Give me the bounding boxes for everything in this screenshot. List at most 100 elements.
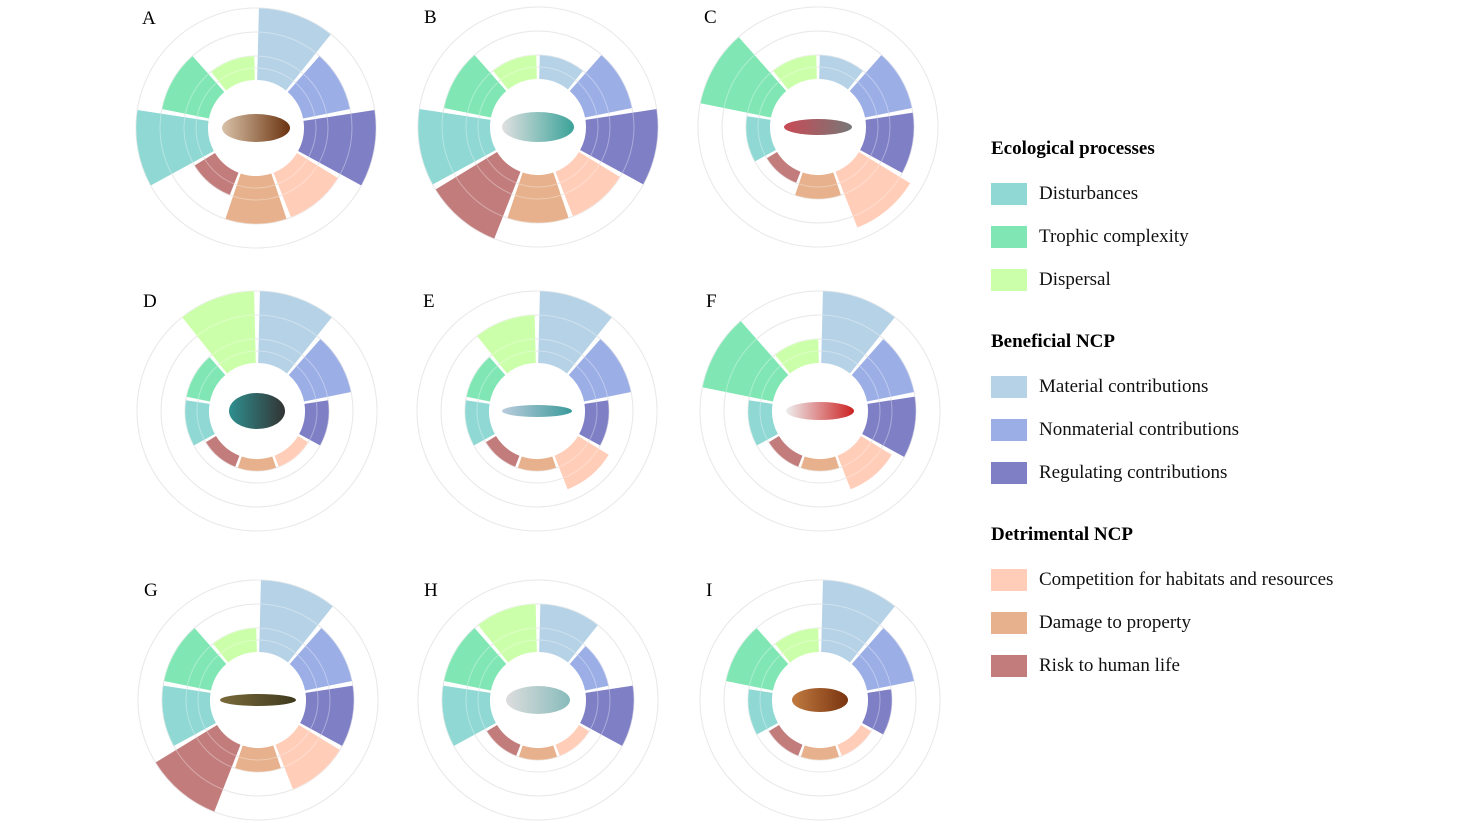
grid-circle bbox=[699, 290, 941, 532]
legend: Ecological processes Disturbances Trophi… bbox=[991, 138, 1461, 717]
grid-circle-overlay bbox=[441, 603, 635, 797]
grid-circle bbox=[441, 603, 635, 797]
legend-swatch bbox=[991, 611, 1027, 634]
legend-label: Trophic complexity bbox=[1039, 225, 1189, 247]
bar-trophic-complexity bbox=[725, 627, 789, 691]
bar-competition-for-habitats-and-resources bbox=[837, 436, 892, 490]
panel-label: D bbox=[143, 291, 157, 312]
legend-swatch bbox=[991, 654, 1027, 677]
legend-item: Dispersal bbox=[991, 258, 1461, 301]
legend-group-ecological: Ecological processes Disturbances Trophi… bbox=[991, 138, 1461, 301]
bar-disturbances bbox=[162, 685, 216, 746]
legend-item: Nonmaterial contributions bbox=[991, 408, 1461, 451]
bar-disturbances bbox=[135, 110, 214, 186]
legend-item: Risk to human life bbox=[991, 644, 1461, 687]
grid-circle-overlay bbox=[747, 627, 893, 773]
panel-label: F bbox=[706, 291, 717, 312]
legend-swatch bbox=[991, 568, 1027, 591]
bar-regulating-contributions bbox=[300, 685, 354, 746]
legend-swatch bbox=[991, 375, 1027, 398]
bar-trophic-complexity bbox=[700, 36, 787, 118]
grid-circle-overlay bbox=[723, 314, 917, 508]
bar-dispersal bbox=[477, 315, 536, 374]
grid-circle bbox=[440, 314, 634, 508]
grid-circle-overlay bbox=[699, 290, 941, 532]
bar-nonmaterial-contributions bbox=[569, 54, 633, 118]
bar-material-contributions bbox=[539, 55, 583, 90]
bar-damage-to-property bbox=[225, 173, 287, 224]
bar-nonmaterial-contributions bbox=[289, 627, 353, 691]
panel-label: E bbox=[423, 291, 435, 312]
grid-circle-overlay bbox=[440, 314, 634, 508]
bar-risk-to-human-life bbox=[205, 436, 240, 467]
turtle-icon bbox=[506, 686, 570, 714]
grid-circle bbox=[723, 603, 917, 797]
legend-group-title: Beneficial NCP bbox=[991, 331, 1116, 352]
legend-swatch bbox=[991, 418, 1027, 441]
grid-circle bbox=[417, 579, 659, 821]
bar-material-contributions bbox=[259, 580, 333, 663]
bar-nonmaterial-contributions bbox=[569, 645, 609, 691]
panel-F: F bbox=[699, 290, 941, 532]
grid-circle-overlay bbox=[197, 639, 319, 761]
legend-label: Disturbances bbox=[1039, 182, 1139, 204]
bar-trophic-complexity bbox=[163, 627, 227, 691]
grid-circle-overlay bbox=[159, 31, 353, 225]
legend-group-detrimental: Detrimental NCP Competition for habitats… bbox=[991, 524, 1461, 687]
legend-label: Competition for habitats and resources bbox=[1039, 568, 1334, 590]
bar-risk-to-human-life bbox=[485, 436, 520, 467]
bar-nonmaterial-contributions bbox=[851, 627, 915, 691]
panel-B: B bbox=[417, 6, 659, 248]
bar-damage-to-property bbox=[800, 456, 840, 472]
river-dolphin-icon bbox=[784, 119, 852, 135]
legend-swatch bbox=[991, 225, 1027, 248]
panel-D: D bbox=[136, 290, 378, 532]
legend-label: Nonmaterial contributions bbox=[1039, 418, 1239, 440]
grid-circle-overlay bbox=[136, 290, 378, 532]
panel-E: E bbox=[416, 290, 658, 532]
grid-circle-overlay bbox=[747, 338, 893, 484]
bar-regulating-contributions bbox=[860, 112, 914, 173]
grid-circle-overlay bbox=[477, 66, 599, 188]
grid-circle bbox=[697, 6, 939, 248]
grid-circle-overlay bbox=[697, 6, 939, 248]
panel-label: A bbox=[142, 8, 156, 29]
grid-circle-overlay bbox=[160, 314, 354, 508]
panel-G: G bbox=[137, 579, 379, 821]
grid-circle-overlay bbox=[196, 350, 318, 472]
bar-regulating-contributions bbox=[580, 685, 634, 746]
bar-regulating-contributions bbox=[579, 400, 609, 446]
legend-group-title: Detrimental NCP bbox=[991, 524, 1133, 545]
legend-label: Regulating contributions bbox=[1039, 461, 1228, 483]
bar-nonmaterial-contributions bbox=[288, 338, 352, 402]
legend-item: Competition for habitats and resources bbox=[991, 558, 1461, 601]
bar-material-contributions bbox=[539, 604, 598, 663]
panel-C: C bbox=[697, 6, 939, 248]
bar-regulating-contributions bbox=[862, 689, 892, 735]
grid-circle-overlay bbox=[417, 6, 659, 248]
bar-risk-to-human-life bbox=[486, 725, 521, 756]
grid-circle-overlay bbox=[137, 579, 379, 821]
legend-item: Trophic complexity bbox=[991, 215, 1461, 258]
grid-circle-overlay bbox=[441, 30, 635, 224]
bar-material-contributions bbox=[821, 580, 895, 663]
bar-trophic-complexity bbox=[186, 356, 226, 402]
legend-item: Disturbances bbox=[991, 172, 1461, 215]
legend-label: Risk to human life bbox=[1039, 654, 1180, 676]
bar-competition-for-habitats-and-resources bbox=[274, 436, 309, 467]
grid-circle bbox=[699, 579, 941, 821]
grid-circle-overlay bbox=[476, 350, 598, 472]
bar-trophic-complexity bbox=[443, 627, 507, 691]
bar-disturbances bbox=[746, 116, 776, 162]
bar-trophic-complexity bbox=[161, 55, 225, 119]
legend-item: Material contributions bbox=[991, 365, 1461, 408]
bar-competition-for-habitats-and-resources bbox=[837, 725, 872, 756]
bar-trophic-complexity bbox=[702, 320, 789, 402]
panel-H: H bbox=[417, 579, 659, 821]
bar-material-contributions bbox=[257, 8, 331, 91]
grid-circle bbox=[137, 579, 379, 821]
legend-item: Damage to property bbox=[991, 601, 1461, 644]
bar-material-contributions bbox=[258, 291, 332, 374]
bar-competition-for-habitats-and-resources bbox=[555, 725, 590, 756]
grid-circle-overlay bbox=[759, 350, 881, 472]
